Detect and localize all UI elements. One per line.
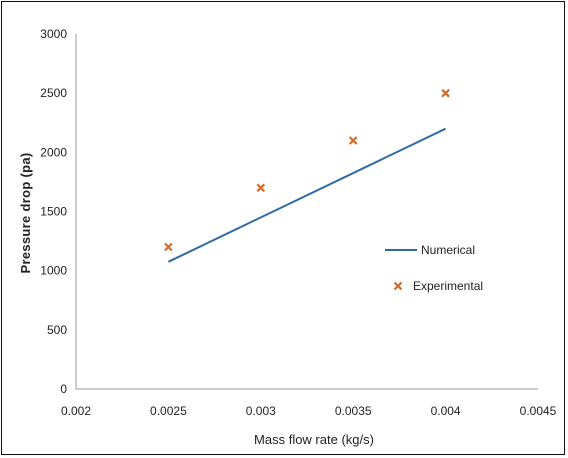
experimental-data-point: [441, 88, 450, 98]
experimental-data-point: [348, 136, 358, 145]
legend: Numerical Experimental: [385, 243, 483, 293]
x-tick-label: 0.002: [61, 404, 91, 418]
x-tick-labels: 0.002 0.0025 0.003 0.0035 0.004 0.0045: [61, 404, 557, 418]
y-tick-label: 0: [60, 382, 67, 396]
y-tick-label: 2000: [40, 145, 67, 159]
y-tick-label: 1500: [40, 205, 67, 219]
x-tick-label: 0.004: [431, 404, 461, 418]
legend-item: Experimental: [393, 279, 483, 293]
x-tick-label: 0.0045: [520, 404, 557, 418]
legend-label: Experimental: [413, 279, 483, 293]
legend-label: Numerical: [421, 243, 475, 257]
y-tick-label: 1000: [40, 264, 67, 278]
x-tick-label: 0.0035: [335, 404, 372, 418]
legend-item: Numerical: [385, 243, 475, 257]
legend-marker-swatch: [393, 281, 403, 291]
plot-area: [164, 88, 450, 263]
x-tick-label: 0.0025: [150, 404, 187, 418]
y-tick-labels: 0 500 1000 1500 2000 2500 3000: [40, 27, 67, 396]
y-axis-title: Pressure drop (pa): [18, 153, 33, 274]
y-tick-label: 2500: [40, 86, 67, 100]
y-tick-label: 500: [47, 323, 67, 337]
numerical-series-line: [167, 127, 447, 263]
x-tick-label: 0.003: [246, 404, 276, 418]
y-tick-label: 3000: [40, 27, 67, 41]
experimental-data-point: [164, 242, 173, 252]
experimental-data-point: [256, 183, 266, 193]
x-axis-title: Mass flow rate (kg/s): [254, 432, 374, 447]
